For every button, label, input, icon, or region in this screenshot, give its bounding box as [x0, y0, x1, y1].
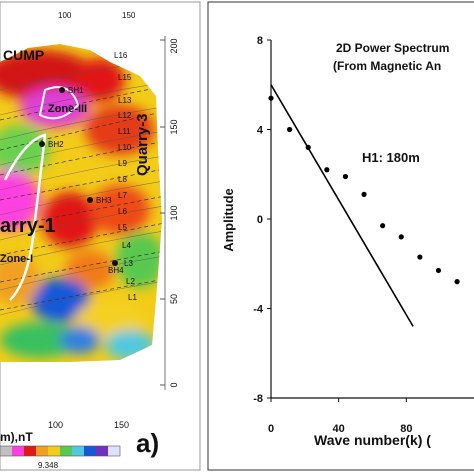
borehole-bh4: BH4: [108, 260, 124, 275]
borehole-bh1: BH1: [59, 86, 84, 95]
borehole-label: BH2: [48, 140, 64, 149]
x-tick-label: 0: [268, 423, 274, 435]
region-label-zone1: Zone-I: [0, 253, 33, 265]
y-axis-label: Amplitude: [221, 188, 236, 252]
data-point: [361, 191, 367, 197]
line-label: L10: [118, 143, 132, 152]
data-point: [454, 279, 460, 285]
axis-tick-label: 200: [169, 38, 179, 53]
data-points-group: [268, 95, 460, 285]
borehole-label: BH3: [96, 196, 112, 205]
x-axis-label: Wave number(k) (: [314, 432, 431, 448]
data-point: [324, 167, 330, 173]
data-point: [380, 223, 386, 229]
chart-subtitle: (From Magnetic An: [333, 59, 441, 73]
axis-tick-label: 100: [58, 11, 72, 20]
axis-tick-label: 50: [169, 294, 179, 304]
spectrum-panel: 2D Power Spectrum (From Magnetic An 840-…: [207, 1, 474, 471]
data-point: [268, 95, 274, 101]
line-label: L7: [118, 191, 127, 200]
axis-tick-label: 150: [122, 11, 136, 20]
map-right-axis: 200 150 100 50 0: [160, 36, 179, 390]
map-units-caption: m),nT: [0, 430, 33, 444]
borehole-bh3: BH3: [87, 196, 112, 205]
axis-tick-label: 100: [169, 205, 179, 220]
colorbar-value: 9.348: [38, 461, 59, 470]
axis-tick-label: 150: [114, 420, 129, 430]
survey-line-labels: L16 L15 L13 L12 L11 L10 L9 L8 L7 L6 L5 L…: [114, 51, 137, 302]
line-label: L9: [118, 159, 127, 168]
y-tick-label: 8: [257, 35, 263, 47]
axis-tick-label: 0: [169, 382, 179, 387]
y-tick-label: -8: [253, 393, 263, 405]
data-point: [287, 126, 293, 133]
plot-ticks: 840-4-80 40 80: [253, 35, 412, 435]
line-label: L8: [118, 175, 127, 184]
line-label: L5: [118, 223, 127, 232]
borehole-bh2: BH2: [39, 140, 64, 149]
borehole-label: BH4: [108, 266, 124, 275]
fit-line: [270, 84, 414, 327]
borehole-label: BH1: [68, 86, 84, 95]
x-tick-label: 40: [333, 423, 345, 435]
h1-annotation: H1: 180m: [362, 150, 420, 165]
line-label: L1: [128, 293, 137, 302]
line-label: L16: [114, 51, 128, 60]
axis-tick-label: 100: [48, 420, 63, 430]
magnetic-anomaly-map: [0, 44, 162, 362]
region-label-quarry3: Quarry-3: [134, 113, 151, 176]
region-label-zone3: Zone-III: [48, 103, 87, 115]
region-label-cump: CUMP: [3, 47, 44, 63]
line-label: L4: [122, 241, 131, 250]
data-point: [305, 144, 311, 150]
fit-line-group: [270, 84, 414, 327]
line-label: L15: [118, 73, 132, 82]
y-tick-label: 0: [257, 214, 263, 226]
line-label: L6: [118, 207, 127, 216]
x-tick-label: 80: [400, 423, 412, 435]
data-point: [417, 254, 423, 260]
data-point: [435, 267, 442, 274]
y-tick-label: -4: [253, 304, 264, 316]
panel-letter: a): [136, 428, 159, 458]
data-point: [398, 234, 404, 240]
data-point: [342, 173, 349, 180]
line-label: L13: [118, 96, 132, 105]
colorbar: [0, 445, 121, 457]
line-label: L11: [118, 127, 131, 136]
line-label: L3: [124, 259, 133, 268]
axis-tick-label: 150: [169, 119, 179, 134]
chart-title: 2D Power Spectrum: [336, 41, 449, 55]
y-tick-label: 4: [257, 125, 264, 137]
region-label-quarry1: arry-1: [0, 215, 56, 237]
map-panel: CUMP Zone-III Zone-I arry-1 Quarry-3 BH1…: [0, 0, 204, 474]
line-label: L12: [118, 111, 132, 120]
line-label: L2: [126, 277, 135, 286]
